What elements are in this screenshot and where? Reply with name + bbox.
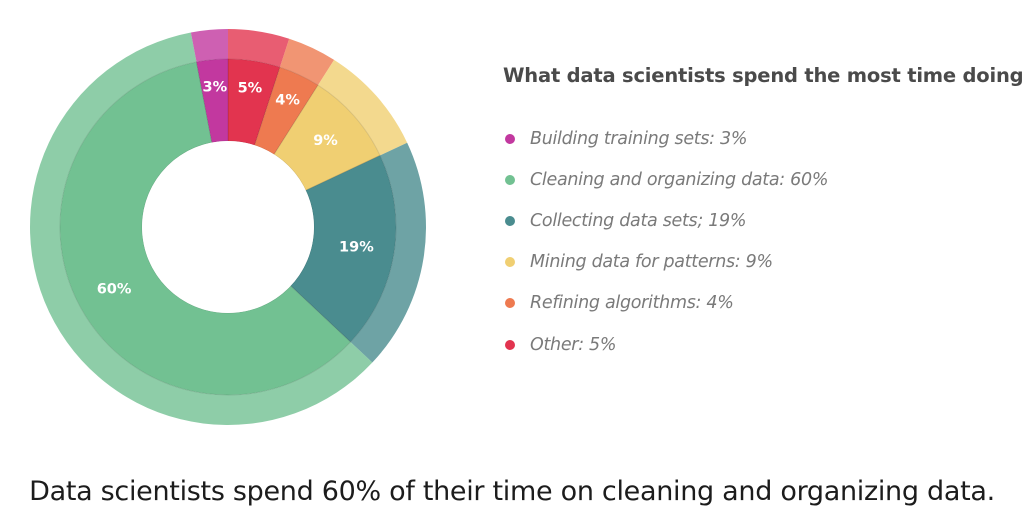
outer-slice-mining-data-for-patterns: [318, 59, 408, 156]
legend-item-building-training-sets: Building training sets: 3%: [505, 118, 828, 159]
outer-slice-collecting-data-sets: [350, 142, 426, 363]
donut-hole: [142, 141, 314, 313]
legend-dot-icon: [505, 215, 515, 226]
slice-label-refining-algorithms: 4%: [275, 92, 300, 108]
slice-labels: 5% 4% 9% 19% 60% 3%: [97, 80, 374, 298]
legend-dot-icon: [505, 339, 515, 350]
legend-item-cleaning-and-organizing-data: Cleaning and organizing data: 60%: [505, 159, 828, 200]
legend-dot-icon: [505, 133, 515, 144]
outer-slice-cleaning-and-organizing-data: [29, 32, 373, 426]
slice-label-mining-data-for-patterns: 9%: [313, 133, 338, 149]
legend-dot-icon: [505, 298, 515, 309]
slice-label-cleaning-and-organizing-data: 60%: [97, 282, 132, 298]
legend-label: Building training sets: 3%: [530, 128, 748, 149]
donut-chart: 5% 4% 9% 19% 60% 3%: [29, 29, 426, 426]
caption: Data scientists spend 60% of their time …: [29, 476, 995, 507]
legend-item-mining-data-for-patterns: Mining data for patterns: 9%: [505, 242, 828, 283]
outer-slice-building-training-sets: [190, 29, 228, 62]
legend-item-refining-algorithms: Refining algorithms: 4%: [505, 283, 828, 324]
legend-label: Other: 5%: [530, 334, 617, 355]
slice-label-collecting-data-sets: 19%: [339, 239, 374, 255]
legend: Building training sets: 3% Cleaning and o…: [505, 118, 828, 365]
legend-label: Mining data for patterns: 9%: [530, 252, 773, 273]
outer-ring: [29, 29, 426, 426]
legend-label: Refining algorithms: 4%: [530, 293, 734, 314]
slice-label-other: 5%: [238, 81, 263, 97]
legend-dot-icon: [505, 174, 515, 185]
legend-label: Collecting data sets; 19%: [530, 210, 747, 231]
legend-item-collecting-data-sets: Collecting data sets; 19%: [505, 200, 828, 241]
slice-label-building-training-sets: 3%: [203, 80, 228, 96]
outer-slice-other: [228, 29, 290, 68]
outer-slice-refining-algorithms: [279, 38, 335, 86]
legend-label: Cleaning and organizing data: 60%: [530, 169, 829, 190]
legend-item-other: Other: 5%: [505, 324, 828, 365]
legend-title: What data scientists spend the most time…: [503, 64, 1024, 87]
legend-dot-icon: [505, 257, 515, 268]
